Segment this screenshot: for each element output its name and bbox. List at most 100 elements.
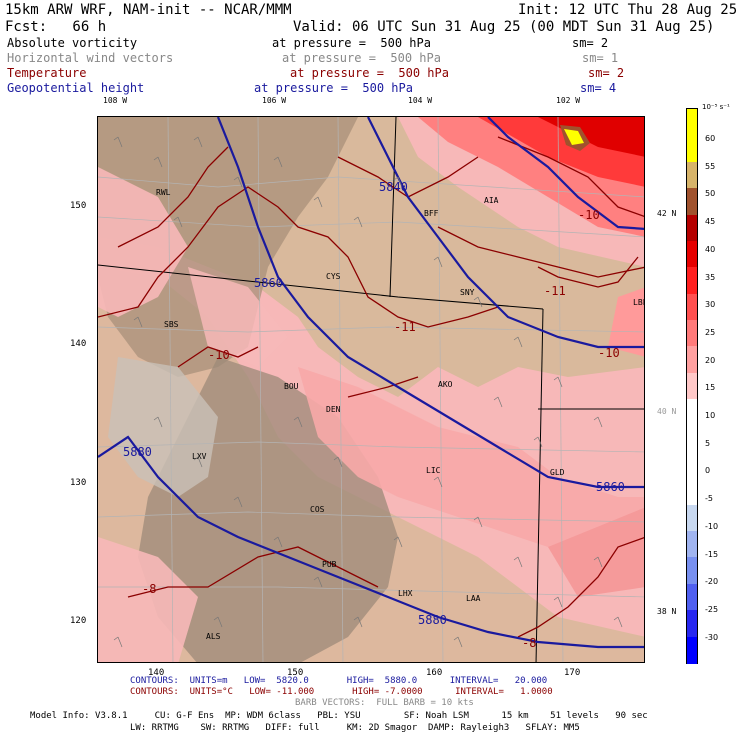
colorbar-segment (687, 214, 697, 242)
city-rwl: RWL (156, 188, 171, 197)
colorbar-segment (687, 240, 697, 268)
city-laa: LAA (466, 594, 481, 603)
temp-label-minus11-central: -11 (394, 320, 416, 334)
colorbar-label: 10 (705, 411, 716, 420)
lon-label-108w: 108 W (103, 96, 128, 105)
colorbar-label: 25 (705, 327, 716, 337)
colorbar-segment (687, 109, 697, 136)
field-2-name: Horizontal wind vectors (7, 51, 174, 65)
wind-barbs (113, 136, 623, 648)
model-title: 15km ARW WRF, NAM-init -- NCAR/MMM (5, 2, 292, 18)
colorbar-label: 50 (705, 189, 716, 199)
temp-label-minus10-east: -10 (598, 346, 620, 360)
map-svg (98, 117, 644, 662)
colorbar-label: -30 (705, 632, 719, 642)
x-tick-160: 160 (426, 668, 443, 678)
height-label-5880-west: 5880 (123, 445, 152, 459)
field-3-sm: sm= 2 (588, 66, 625, 80)
colorbar-label: -5 (705, 494, 713, 504)
city-als: ALS (206, 632, 221, 641)
vorticity-core-yellow (564, 129, 584, 145)
colorbar-segment (687, 161, 697, 189)
field-4-level: at pressure = 500 hPa (254, 81, 413, 95)
height-label-5880-south: 5880 (418, 613, 447, 627)
x-tick-150: 150 (287, 668, 304, 678)
contours-temp-info: CONTOURS: UNITS=°C LOW= -11.000 HIGH= -7… (130, 687, 553, 697)
colorbar-segment (687, 188, 697, 216)
field-2-level: at pressure = 500 hPa (282, 51, 441, 65)
temp-label-minus10-west: -10 (208, 348, 230, 362)
colorbar-label: 40 (705, 244, 716, 254)
height-contours (98, 117, 644, 649)
lon-label-104w: 104 W (408, 96, 433, 105)
field-1-level: at pressure = 500 hPa (272, 36, 431, 50)
valid-time: Valid: 06 UTC Sun 31 Aug 25 (00 MDT Sun … (293, 19, 715, 35)
y-tick-140: 140 (70, 339, 87, 349)
colorbar-label: 30 (705, 300, 716, 310)
x-tick-140: 140 (148, 668, 165, 678)
colorbar-segment (687, 267, 697, 295)
city-lhx: LHX (398, 589, 413, 598)
field-2-sm: sm= 1 (582, 51, 619, 65)
field-4-sm: sm= 4 (580, 81, 617, 95)
colorbar-label: 0 (705, 466, 711, 476)
city-bou: BOU (284, 382, 299, 391)
lon-label-106w: 106 W (262, 96, 287, 105)
colorbar-segment (687, 399, 697, 427)
temp-label-minus8-se: -8 (522, 636, 537, 650)
colorbar-unit: 10⁻⁵ s⁻¹ (702, 103, 730, 111)
colorbar-segment (687, 504, 697, 532)
field-3-name: Temperature (7, 66, 87, 80)
model-info-line-1: Model Info: V3.8.1 CU: G-F Ens MP: WDM 6… (30, 711, 648, 721)
model-info-line-2: LW: RRTMG SW: RRTMG DIFF: full KM: 2D Sm… (130, 723, 580, 733)
barb-vectors-info: BARB VECTORS: FULL BARB = 10 kts (295, 698, 474, 708)
temp-label-minus8-sw: -8 (142, 582, 157, 596)
city-cos: COS (310, 505, 325, 514)
colorbar-label: -20 (705, 577, 719, 587)
city-ako: AKO (438, 380, 453, 389)
y-tick-150: 150 (70, 201, 87, 211)
field-4-name: Geopotential height (7, 81, 145, 95)
pink-patch-west (188, 267, 288, 367)
temp-label-minus11-east: -11 (544, 284, 566, 298)
city-den: DEN (326, 405, 341, 414)
y-tick-130: 130 (70, 478, 87, 488)
city-pub: PUB (322, 560, 337, 569)
temperature-contours (98, 136, 644, 638)
lat-label-38n: 38 N (657, 607, 677, 616)
field-1-name: Absolute vorticity (7, 36, 138, 50)
colorbar-label: 60 (705, 134, 716, 143)
y-tick-120: 120 (70, 616, 87, 626)
colorbar-label: 15 (705, 383, 716, 393)
height-label-5840: 5840 (379, 180, 408, 194)
colorbar-label: 20 (705, 355, 716, 365)
height-label-5860-west: 5860 (254, 276, 283, 290)
vorticity-patch-se (548, 507, 644, 597)
colorbar-label: -15 (705, 549, 719, 559)
city-sbs: SBS (164, 320, 179, 329)
height-label-5860-east: 5860 (596, 480, 625, 494)
colorbar-segment (687, 451, 697, 479)
colorbar-segment (687, 346, 697, 374)
mountain-shade-north (98, 117, 358, 377)
temp-label-minus10-ne: -10 (578, 208, 600, 222)
vorticity-patch-east (608, 287, 644, 357)
gray-region-west (108, 357, 218, 497)
contours-height-info: CONTOURS: UNITS=m LOW= 5820.0 HIGH= 5880… (130, 676, 548, 686)
colorbar-label: -10 (705, 521, 719, 531)
city-cys: CYS (326, 272, 341, 281)
colorbar-label: 5 (705, 438, 711, 448)
city-sny: SNY (460, 288, 475, 297)
colorbar-label: 35 (705, 272, 716, 282)
pink-patch-nw (98, 167, 188, 317)
forecast-hour: Fcst: 66 h (5, 19, 107, 35)
colorbar-segment (687, 583, 697, 611)
x-tick-170: 170 (564, 668, 581, 678)
pink-band-central (298, 367, 644, 557)
field-3-level: at pressure = 500 hPa (290, 66, 449, 80)
field-1-sm: sm= 2 (572, 36, 609, 50)
colorbar-segment (687, 372, 697, 400)
lon-label-102w: 102 W (556, 96, 581, 105)
city-lbf: LBF (633, 298, 644, 307)
colorbar-segment (687, 293, 697, 321)
